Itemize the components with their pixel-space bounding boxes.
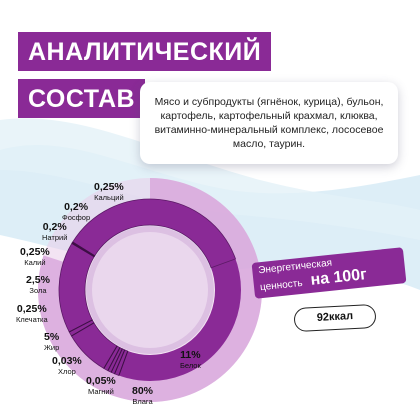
energy-value: 92ккал bbox=[293, 303, 377, 333]
slice-label-calcium: 0,25% Кальций bbox=[94, 181, 124, 202]
ingredients-card: Мясо и субпродукты (ягнёнок, курица), бу… bbox=[140, 82, 398, 164]
slice-label-fiber: 0,25% Клечатка bbox=[16, 303, 48, 324]
page-title-line-1: АНАЛИТИЧЕСКИЙ bbox=[18, 32, 272, 71]
slice-label-ash: 2,5% Зола bbox=[26, 274, 50, 295]
divider-Жир bbox=[69, 319, 93, 333]
slice-Белок bbox=[72, 198, 237, 269]
divider-Магний bbox=[71, 242, 95, 257]
divider-Фосфор bbox=[114, 349, 126, 375]
energy-per: на 100г bbox=[309, 266, 368, 289]
divider-Зола bbox=[103, 345, 118, 369]
slice-label-moisture: 80% Влага bbox=[132, 385, 154, 406]
divider-Калий bbox=[107, 347, 121, 371]
energy-label-line-2: ценность bbox=[259, 277, 304, 294]
slice-label-protein: 11% Белок bbox=[180, 349, 201, 370]
page-title-line-2: СОСТАВ bbox=[18, 79, 146, 118]
inner-disc-highlight bbox=[92, 232, 208, 348]
slice-label-potassium: 0,25% Калий bbox=[20, 246, 50, 267]
slice-lines bbox=[69, 241, 129, 376]
slice-label-magnesium: 0,05% Магний bbox=[86, 375, 116, 396]
slice-label-fat: 5% Жир bbox=[44, 331, 60, 352]
slice-label-sodium: 0,2% Натрий bbox=[42, 221, 68, 242]
divider-Кальций bbox=[118, 350, 129, 376]
slice-label-chlorine: 0,03% Хлор bbox=[52, 355, 82, 376]
slice-label-phosphorus: 0,2% Фосфор bbox=[62, 201, 91, 222]
inner-ring bbox=[58, 198, 241, 381]
divider-Натрий bbox=[110, 348, 123, 373]
divider-Белок bbox=[72, 241, 96, 257]
divider-Клечатка bbox=[71, 322, 95, 337]
